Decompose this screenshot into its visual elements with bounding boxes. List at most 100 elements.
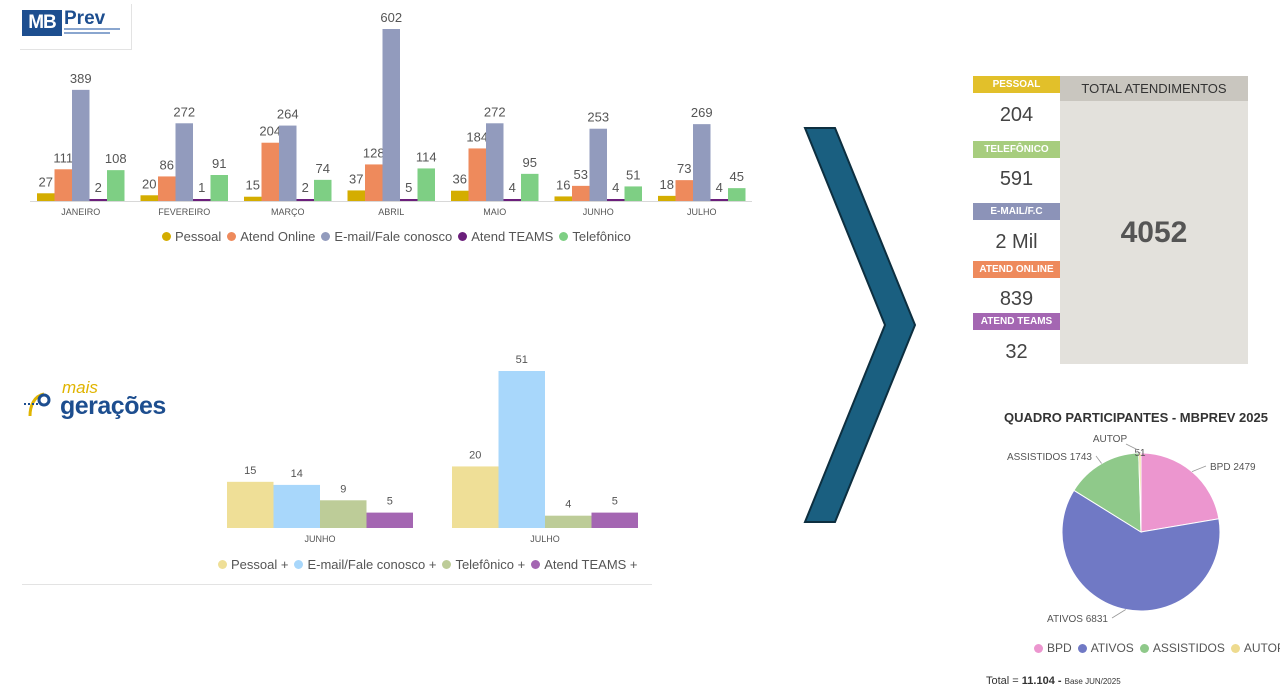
bar-mg-0-0 bbox=[227, 481, 274, 528]
legend-item[interactable]: E-mail/Fale conosco bbox=[321, 229, 452, 244]
monthly-attendance-chart: 271113892108JANEIRO2086272191FEVEREIRO15… bbox=[30, 10, 752, 217]
bar-atend-teams-4 bbox=[503, 199, 521, 201]
bar-value-label: 16 bbox=[556, 177, 570, 192]
monthly-attendance-legend: Pessoal Atend Online E-mail/Fale conosco At… bbox=[162, 229, 631, 244]
bar-value-label: 269 bbox=[691, 105, 713, 120]
legend-dot-icon bbox=[1139, 643, 1149, 653]
bar-mg-2-1 bbox=[545, 515, 592, 528]
category-label: ABRIL bbox=[378, 207, 404, 217]
mbprev-logo: MB Prev bbox=[20, 4, 132, 50]
legend-item[interactable]: Pessoal bbox=[162, 229, 221, 244]
mais-geracoes-mark-icon bbox=[24, 392, 51, 417]
bar-value-label: 2 bbox=[302, 180, 309, 195]
bar-value-label: 20 bbox=[142, 176, 156, 191]
total-attendance-box: TOTAL ATENDIMENTOS 4052 bbox=[1060, 76, 1248, 364]
legend-label: Atend TEAMS bbox=[471, 229, 554, 244]
legend-label: Atend TEAMS + bbox=[544, 557, 638, 572]
legend-item[interactable]: Atend TEAMS + bbox=[531, 557, 638, 572]
legend-item[interactable]: Pessoal + bbox=[218, 557, 288, 572]
bar-mg-2-0 bbox=[320, 500, 367, 528]
pie-slice-label: BPD 2479 bbox=[1210, 462, 1256, 473]
bar-telef-nico-0 bbox=[107, 170, 125, 201]
bar-mg-1-1 bbox=[498, 371, 545, 528]
bar-value-label: 51 bbox=[626, 167, 640, 182]
participants-pie-legend: BPD ATIVOS ASSISTIDOS AUTOP bbox=[1034, 641, 1280, 655]
legend-label: Pessoal bbox=[175, 229, 222, 244]
bar-atend-teams-5 bbox=[607, 199, 625, 201]
bar-e-mail-fale-conosco-5 bbox=[589, 128, 607, 201]
bar-telef-nico-2 bbox=[314, 179, 332, 201]
legend-dot-icon bbox=[442, 560, 452, 569]
summary-value-0: 204 bbox=[999, 104, 1034, 126]
legend-item[interactable]: Telefônico bbox=[559, 229, 631, 244]
mais-geracoes-chart: 15 14 9 5 JUNHO 20 51 4 5 JULHO bbox=[227, 354, 638, 544]
legend-dot-icon bbox=[1230, 643, 1240, 653]
footer-prefix: Total = bbox=[986, 675, 1022, 687]
legend-label: BPD bbox=[1047, 641, 1072, 655]
summary-value-2: 2 Mil bbox=[995, 231, 1038, 253]
mais-geracoes-legend: Pessoal + E-mail/Fale conosco + Telefônico… bbox=[218, 557, 638, 572]
legend-item[interactable]: Atend Online bbox=[227, 229, 315, 244]
bar-value-label: 37 bbox=[349, 171, 363, 186]
legend-dot-icon bbox=[559, 232, 569, 241]
bar-pessoal-6 bbox=[658, 195, 676, 201]
bar-value-label: 5 bbox=[612, 496, 618, 508]
mais-geracoes-logo-mais: mais bbox=[62, 378, 98, 397]
category-label: FEVEREIRO bbox=[158, 207, 210, 217]
pie-slice-bpd bbox=[1140, 452, 1220, 533]
legend-item[interactable]: Atend TEAMS bbox=[458, 229, 553, 244]
bar-value-label: 53 bbox=[574, 167, 588, 182]
bar-atend-online-3 bbox=[365, 164, 383, 201]
category-label: JUNHO bbox=[305, 534, 336, 544]
category-label: JULHO bbox=[687, 207, 717, 217]
bar-value-label: 14 bbox=[291, 468, 303, 480]
pie-autop-label: AUTOP bbox=[1093, 434, 1128, 445]
legend-label: ASSISTIDOS bbox=[1152, 641, 1225, 655]
bar-e-mail-fale-conosco-0 bbox=[72, 89, 90, 201]
legend-item[interactable]: AUTOP bbox=[1230, 641, 1280, 655]
bar-atend-online-2 bbox=[261, 142, 279, 201]
legend-label: E-mail/Fale conosco bbox=[334, 229, 453, 244]
footer-total-value: 11.104 bbox=[1021, 675, 1055, 687]
bar-mg-3-0 bbox=[366, 512, 413, 528]
legend-item[interactable]: BPD bbox=[1034, 641, 1072, 655]
total-attendance-label: TOTAL ATENDIMENTOS bbox=[1060, 76, 1248, 101]
bar-e-mail-fale-conosco-4 bbox=[486, 123, 504, 201]
summary-tag-3: ATEND ONLINE bbox=[973, 261, 1060, 278]
bar-telef-nico-3 bbox=[417, 168, 435, 201]
bar-value-label: 91 bbox=[212, 156, 226, 171]
category-label: JANEIRO bbox=[61, 207, 100, 217]
pie-title: QUADRO PARTICIPANTES - MBPREV 2025 bbox=[1004, 410, 1268, 425]
mais-geracoes-logo-geracoes: gerações bbox=[60, 392, 166, 420]
bar-mg-1-0 bbox=[273, 484, 320, 528]
bar-e-mail-fale-conosco-1 bbox=[175, 123, 193, 201]
bar-atend-online-6 bbox=[675, 180, 693, 201]
legend-item[interactable]: ASSISTIDOS bbox=[1139, 641, 1225, 655]
bar-value-label: 4 bbox=[509, 180, 516, 195]
bar-mg-3-1 bbox=[591, 512, 638, 528]
bar-value-label: 264 bbox=[277, 107, 299, 122]
mbprev-logo-prev: Prev bbox=[64, 8, 106, 29]
legend-item[interactable]: ATIVOS bbox=[1077, 641, 1134, 655]
bar-value-label: 5 bbox=[387, 496, 393, 508]
bar-value-label: 4 bbox=[565, 499, 571, 511]
legend-dot-icon bbox=[321, 232, 331, 241]
bar-e-mail-fale-conosco-3 bbox=[382, 29, 400, 201]
legend-label: AUTOP bbox=[1243, 641, 1280, 655]
bar-pessoal-4 bbox=[451, 190, 469, 201]
bar-pessoal-1 bbox=[140, 195, 158, 201]
bar-value-label: 36 bbox=[453, 172, 467, 187]
summary-value-3: 839 bbox=[999, 288, 1034, 310]
participants-pie-chart: BPD 2479 ATIVOS 6831 ASSISTIDOS 1743 51 AUTO… bbox=[1007, 434, 1256, 625]
bar-value-label: 5 bbox=[405, 180, 412, 195]
legend-item[interactable]: Telefônico + bbox=[442, 557, 525, 572]
bar-value-label: 114 bbox=[416, 149, 437, 164]
bar-pessoal-0 bbox=[37, 193, 55, 201]
pie-leader-line bbox=[1191, 465, 1207, 473]
category-label: MARÇO bbox=[271, 207, 305, 217]
legend-dot-icon bbox=[1077, 643, 1087, 653]
legend-item[interactable]: E-mail/Fale conosco + bbox=[294, 557, 436, 572]
bar-pessoal-3 bbox=[347, 190, 365, 201]
legend-label: Atend Online bbox=[240, 229, 316, 244]
summary-tag-0: PESSOAL bbox=[973, 76, 1060, 93]
